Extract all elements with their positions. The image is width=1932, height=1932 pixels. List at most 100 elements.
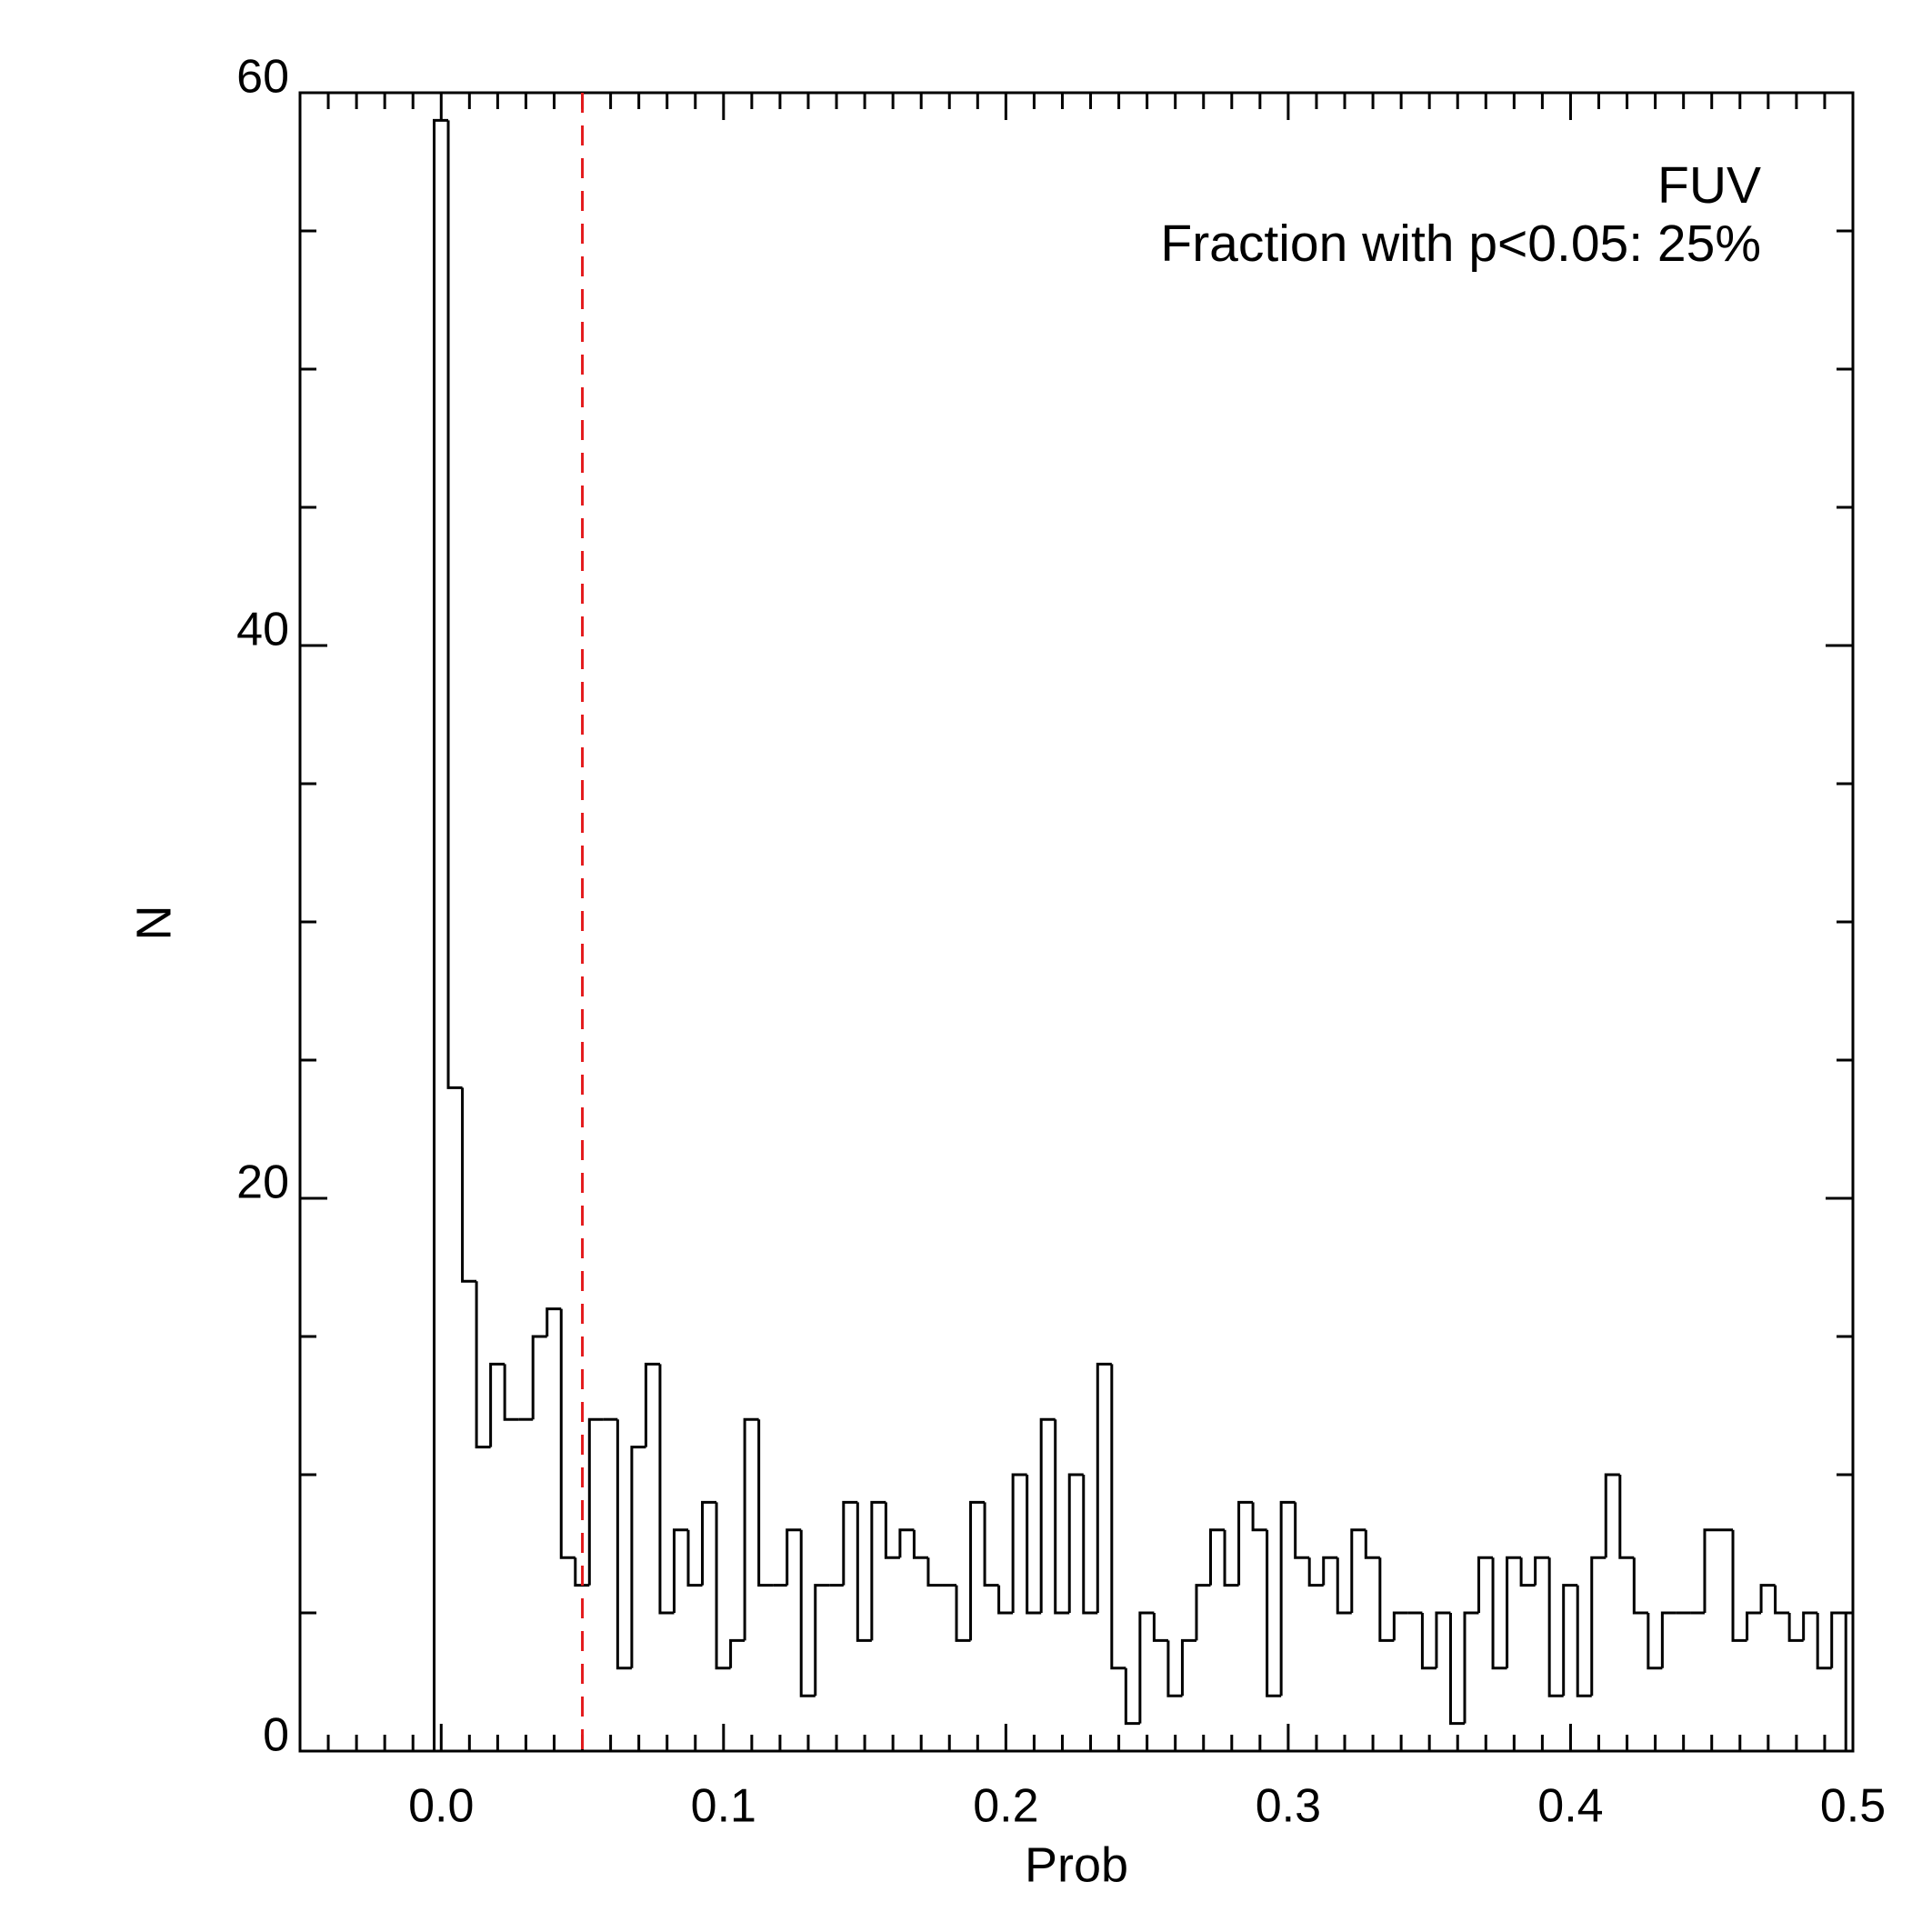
histogram-bin — [1491, 1557, 1507, 1670]
histogram-bin — [1251, 1502, 1267, 1532]
y-tick-label: 60 — [236, 51, 289, 104]
histogram-bin — [574, 1557, 590, 1587]
histogram-bin — [1322, 1556, 1338, 1586]
y-tick-label: 40 — [236, 604, 289, 656]
histogram-bin — [1195, 1584, 1211, 1641]
histogram-bin — [1435, 1611, 1451, 1668]
histogram-bin — [1448, 1613, 1465, 1726]
histogram-bin — [1660, 1611, 1677, 1668]
x-tick-label: 0.2 — [973, 1780, 1038, 1833]
histogram-bin — [1392, 1611, 1408, 1641]
histogram-bin — [1209, 1528, 1226, 1586]
histogram-bin — [1124, 1667, 1140, 1726]
histogram-bin — [672, 1528, 688, 1613]
y-tick-label: 0 — [263, 1709, 289, 1762]
histogram-bin — [1562, 1584, 1578, 1697]
histogram-bin — [1632, 1557, 1648, 1615]
histogram-bin — [686, 1529, 703, 1587]
histogram-bin — [1096, 1362, 1112, 1613]
histogram-bin — [1816, 1613, 1832, 1670]
histogram-bin — [1082, 1475, 1098, 1615]
histogram-bin — [1759, 1584, 1776, 1613]
annotation: FUV — [1657, 156, 1761, 215]
histogram-bin — [1026, 1475, 1042, 1615]
histogram-bin — [1647, 1613, 1663, 1670]
histogram-bin — [559, 1308, 576, 1559]
x-tick-label: 0.3 — [1256, 1780, 1321, 1833]
histogram-bin — [701, 1500, 717, 1586]
histogram-bin — [531, 1335, 547, 1420]
histogram-bin — [1067, 1473, 1084, 1613]
histogram-bin — [1166, 1640, 1183, 1697]
histogram-bin — [1774, 1585, 1790, 1615]
histogram-bin — [969, 1500, 986, 1641]
histogram-bin — [1477, 1556, 1494, 1613]
histogram-bin — [1152, 1613, 1168, 1642]
histogram-bin — [1237, 1500, 1254, 1586]
x-tick-label: 0.0 — [408, 1780, 474, 1833]
histogram-bin — [1364, 1529, 1380, 1559]
histogram-bin — [1054, 1419, 1070, 1615]
histogram-bin — [489, 1362, 506, 1447]
y-axis-label: N — [126, 906, 181, 941]
histogram-bin — [1746, 1611, 1762, 1641]
histogram-bin — [729, 1638, 746, 1668]
histogram-bin — [856, 1502, 872, 1642]
histogram-bin — [1378, 1557, 1395, 1642]
histogram-bin — [870, 1500, 886, 1641]
histogram-bin — [1138, 1611, 1155, 1724]
x-tick-label: 0.4 — [1537, 1780, 1603, 1833]
histogram-bin — [898, 1528, 915, 1558]
histogram-bin — [503, 1364, 519, 1421]
histogram-bin — [786, 1528, 802, 1586]
histogram-bin — [1350, 1528, 1366, 1613]
histogram-bin — [743, 1417, 759, 1641]
histogram-bin — [842, 1500, 858, 1586]
histogram-bin — [884, 1502, 900, 1559]
histogram-bin — [1294, 1502, 1310, 1559]
histogram-bin — [461, 1087, 477, 1283]
histogram-bin — [955, 1585, 971, 1642]
histogram-bin — [1519, 1557, 1536, 1587]
histogram-bin — [1830, 1611, 1847, 1751]
histogram-bin — [1011, 1473, 1027, 1613]
histogram-bin — [587, 1417, 604, 1586]
histogram-bin — [715, 1502, 731, 1670]
x-axis-label: Prob — [1025, 1837, 1128, 1892]
histogram-bin — [616, 1419, 632, 1670]
histogram-bin — [1703, 1528, 1719, 1613]
histogram-bin — [446, 120, 463, 1089]
y-tick-label: 20 — [236, 1156, 289, 1209]
histogram-bin — [1534, 1556, 1550, 1586]
x-tick-label: 0.5 — [1820, 1780, 1886, 1833]
histogram-bin — [658, 1364, 675, 1615]
histogram-bin — [1266, 1529, 1282, 1697]
histogram-bin — [997, 1585, 1014, 1615]
histogram-bin — [1223, 1529, 1239, 1587]
histogram-bin — [433, 118, 449, 1751]
histogram-bin — [475, 1281, 491, 1449]
histogram-bin — [983, 1502, 999, 1587]
histogram-bin — [814, 1584, 830, 1697]
histogram-bin — [1506, 1556, 1522, 1668]
histogram-bin — [1576, 1585, 1592, 1697]
histogram-bin — [1787, 1613, 1804, 1642]
histogram-bin — [1618, 1475, 1635, 1559]
histogram-bin — [799, 1529, 816, 1697]
histogram-bin — [912, 1529, 928, 1559]
annotation: Fraction with p<0.05: 25% — [1160, 215, 1761, 273]
histogram-bin — [1039, 1417, 1056, 1613]
histogram-bin — [1110, 1364, 1126, 1670]
histogram-bin — [546, 1307, 562, 1336]
histogram-bin — [1604, 1473, 1620, 1558]
histogram-bin — [1547, 1557, 1564, 1697]
histogram-bin — [926, 1557, 943, 1587]
histogram-bin — [1420, 1613, 1436, 1670]
histogram-bin — [1731, 1529, 1747, 1642]
histogram-bin — [1802, 1611, 1818, 1641]
histogram-bin — [757, 1419, 774, 1587]
histogram-bin — [1336, 1557, 1352, 1615]
histogram-bin — [1180, 1638, 1196, 1697]
histogram-bin — [1463, 1611, 1479, 1724]
